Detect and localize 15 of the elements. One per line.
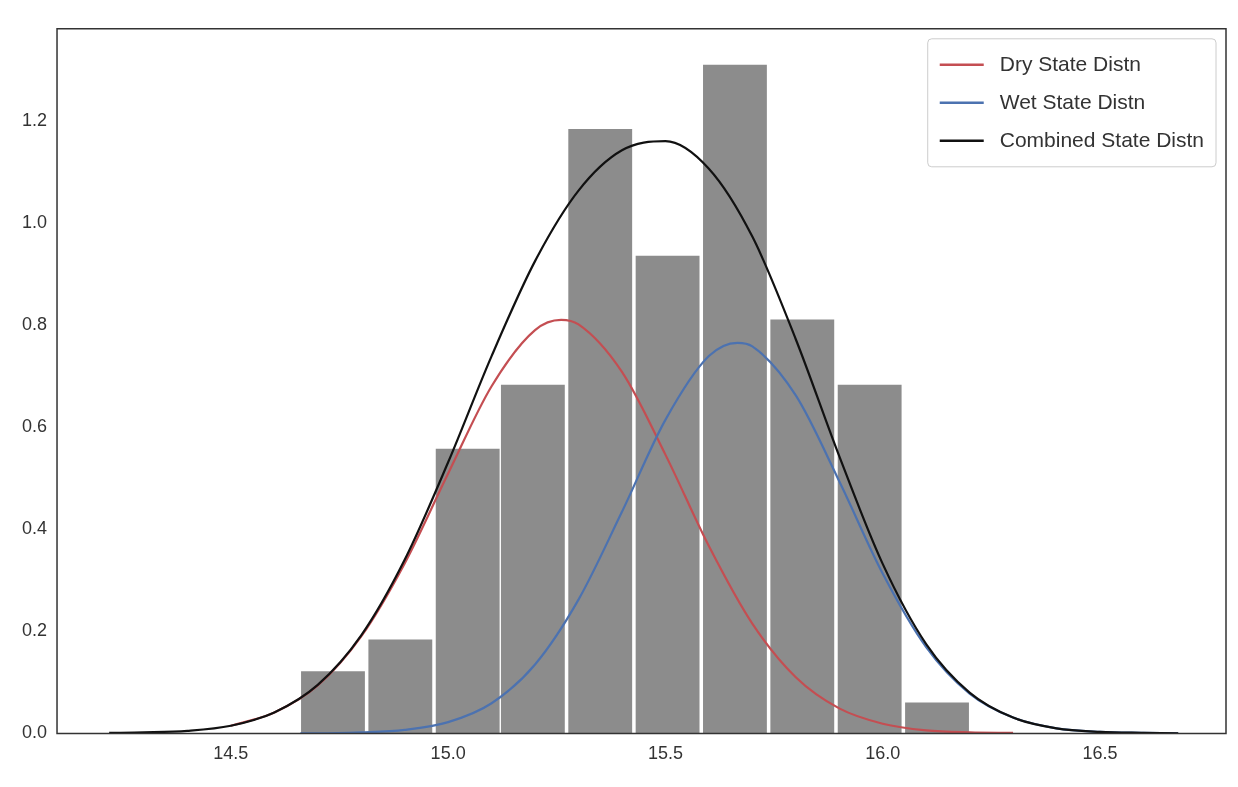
y-tick-label: 0.8 — [21, 313, 48, 334]
x-tick-label: 15.5 — [647, 743, 683, 764]
y-tick-label: 1.0 — [21, 211, 48, 232]
x-tick-label: 14.5 — [213, 743, 249, 764]
y-tick-label: 0.0 — [21, 722, 48, 743]
y-tick-label: 1.2 — [21, 109, 48, 130]
legend-label: Dry State Distn — [999, 51, 1141, 75]
y-tick-label: 0.2 — [21, 620, 48, 641]
y-tick-label: 0.4 — [21, 518, 48, 539]
legend-label: Wet State Distn — [999, 89, 1146, 113]
legend-label: Combined State Distn — [999, 127, 1205, 151]
x-tick-label: 16.5 — [1082, 743, 1118, 764]
x-tick-label: 16.0 — [865, 743, 901, 764]
x-tick-label: 15.0 — [430, 743, 466, 764]
y-tick-label: 0.6 — [21, 416, 48, 437]
